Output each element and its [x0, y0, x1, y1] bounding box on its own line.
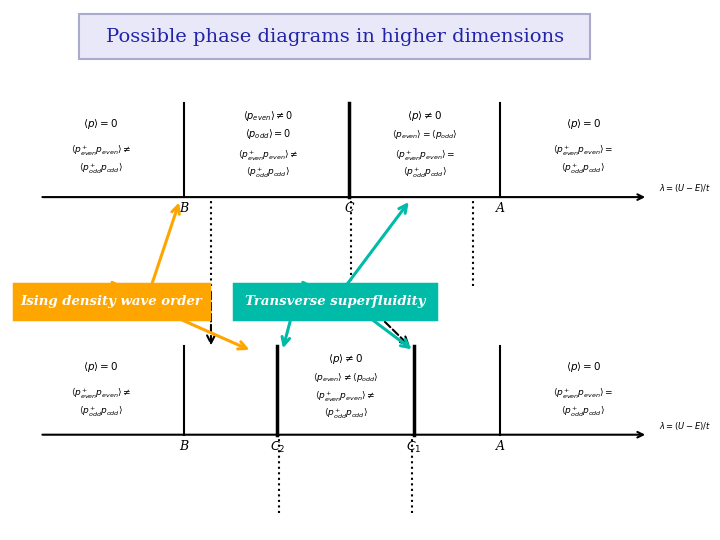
Text: $\langle p^+_{even}p_{even}\rangle=$: $\langle p^+_{even}p_{even}\rangle=$ — [395, 149, 455, 163]
Text: $\langle p^+_{odd}p_{odd}\rangle$: $\langle p^+_{odd}p_{odd}\rangle$ — [403, 166, 446, 180]
Text: $\langle p^+_{even}p_{even}\rangle\neq$: $\langle p^+_{even}p_{even}\rangle\neq$ — [238, 149, 298, 163]
Text: $\langle p^+_{even}p_{even}\rangle\neq$: $\langle p^+_{even}p_{even}\rangle\neq$ — [71, 144, 131, 158]
Text: A: A — [496, 440, 505, 453]
Text: $\langle p^+_{even}p_{even}\rangle\neq$: $\langle p^+_{even}p_{even}\rangle\neq$ — [315, 390, 376, 404]
Text: $C_2$: $C_2$ — [269, 440, 285, 455]
FancyBboxPatch shape — [79, 14, 590, 59]
Text: $\langle p^+_{odd}p_{odd}\rangle$: $\langle p^+_{odd}p_{odd}\rangle$ — [562, 162, 605, 176]
Text: $\langle p\rangle=0$: $\langle p\rangle=0$ — [84, 117, 118, 131]
Text: $\langle p\rangle\neq 0$: $\langle p\rangle\neq 0$ — [408, 109, 442, 123]
Text: $\langle p_{even}\rangle=\langle p_{odd}\rangle$: $\langle p_{even}\rangle=\langle p_{odd}… — [392, 128, 458, 141]
Text: $\langle p^+_{odd}p_{odd}\rangle$: $\langle p^+_{odd}p_{odd}\rangle$ — [562, 405, 605, 419]
Text: $\langle p_{even}\rangle\neq\langle p_{odd}\rangle$: $\langle p_{even}\rangle\neq\langle p_{o… — [312, 371, 379, 384]
Text: $C_1$: $C_1$ — [406, 440, 422, 455]
Text: B: B — [179, 440, 188, 453]
Text: $\langle p^+_{odd}p_{odd}\rangle$: $\langle p^+_{odd}p_{odd}\rangle$ — [324, 407, 367, 421]
Text: Possible phase diagrams in higher dimensions: Possible phase diagrams in higher dimens… — [106, 28, 564, 46]
Text: $\langle p\rangle=0$: $\langle p\rangle=0$ — [566, 117, 600, 131]
Text: $\langle p^+_{odd}p_{odd}\rangle$: $\langle p^+_{odd}p_{odd}\rangle$ — [79, 162, 122, 176]
Text: $\langle p^+_{odd}p_{odd}\rangle$: $\langle p^+_{odd}p_{odd}\rangle$ — [246, 166, 289, 180]
FancyBboxPatch shape — [14, 284, 209, 319]
Text: Transverse superfluidity: Transverse superfluidity — [245, 294, 425, 308]
Text: $\lambda=(U-E)/t$: $\lambda=(U-E)/t$ — [659, 183, 711, 194]
Text: $\langle p\rangle=0$: $\langle p\rangle=0$ — [566, 360, 600, 374]
FancyBboxPatch shape — [234, 284, 436, 319]
Text: A: A — [496, 202, 505, 215]
Text: $\langle p^+_{even}p_{even}\rangle\neq$: $\langle p^+_{even}p_{even}\rangle\neq$ — [71, 387, 131, 401]
Text: $\lambda=(U-E)/t$: $\lambda=(U-E)/t$ — [659, 420, 711, 432]
Text: B: B — [179, 202, 188, 215]
Text: $\langle p_{even}\rangle\neq 0$: $\langle p_{even}\rangle\neq 0$ — [243, 109, 293, 123]
Text: $\langle p_{odd}\rangle=0$: $\langle p_{odd}\rangle=0$ — [245, 127, 291, 141]
Text: Ising density wave order: Ising density wave order — [21, 294, 202, 308]
Text: $\langle p^+_{odd}p_{odd}\rangle$: $\langle p^+_{odd}p_{odd}\rangle$ — [79, 405, 122, 419]
Text: $\langle p\rangle=0$: $\langle p\rangle=0$ — [84, 360, 118, 374]
Text: $\langle p^+_{even}p_{even}\rangle=$: $\langle p^+_{even}p_{even}\rangle=$ — [553, 387, 613, 401]
Text: C: C — [344, 202, 354, 215]
Text: $\langle p^+_{even}p_{even}\rangle=$: $\langle p^+_{even}p_{even}\rangle=$ — [553, 144, 613, 158]
Text: $\langle p\rangle\neq 0$: $\langle p\rangle\neq 0$ — [328, 352, 363, 366]
